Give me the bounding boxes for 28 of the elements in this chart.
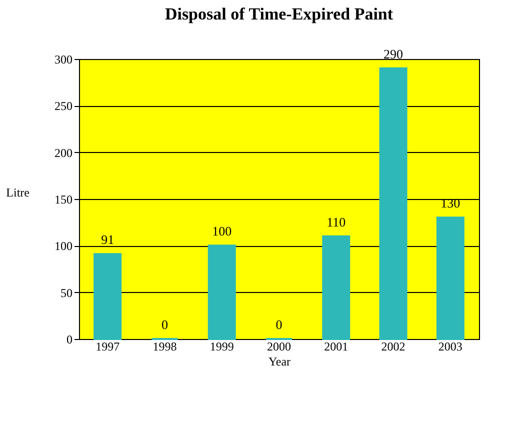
x-tick-label: 2003	[438, 340, 462, 354]
data-label: 110	[326, 214, 346, 230]
x-tick-label: 1999	[210, 340, 234, 354]
data-label: 290	[384, 46, 404, 62]
x-tick-label: 2001	[324, 340, 348, 354]
x-tick-label: 1998	[152, 340, 177, 354]
y-axis-title: Litre	[6, 186, 30, 200]
x-axis-title: Year	[268, 354, 291, 368]
y-tick-label: 250	[54, 99, 72, 114]
bar	[208, 244, 236, 340]
data-label: 100	[212, 224, 232, 239]
data-label: 0	[276, 317, 282, 332]
y-tick-label: 0	[66, 332, 72, 346]
x-tick-label: 2002	[381, 340, 406, 354]
x-tick-label: 2000	[267, 340, 291, 354]
y-tick-label: 100	[54, 239, 72, 254]
data-label: 91	[101, 232, 114, 248]
y-tick-label: 150	[54, 192, 72, 206]
bar	[436, 216, 464, 340]
data-label: 0	[161, 317, 168, 332]
chart-title: Disposal of Time-Expired Paint	[164, 4, 394, 24]
bar	[322, 235, 350, 340]
y-tick-label: 200	[54, 146, 72, 160]
bar	[94, 253, 122, 340]
y-tick-label: 300	[54, 52, 72, 66]
x-tick-label: 1997	[96, 340, 120, 354]
bar	[379, 67, 408, 340]
y-tick-label: 50	[60, 286, 72, 300]
